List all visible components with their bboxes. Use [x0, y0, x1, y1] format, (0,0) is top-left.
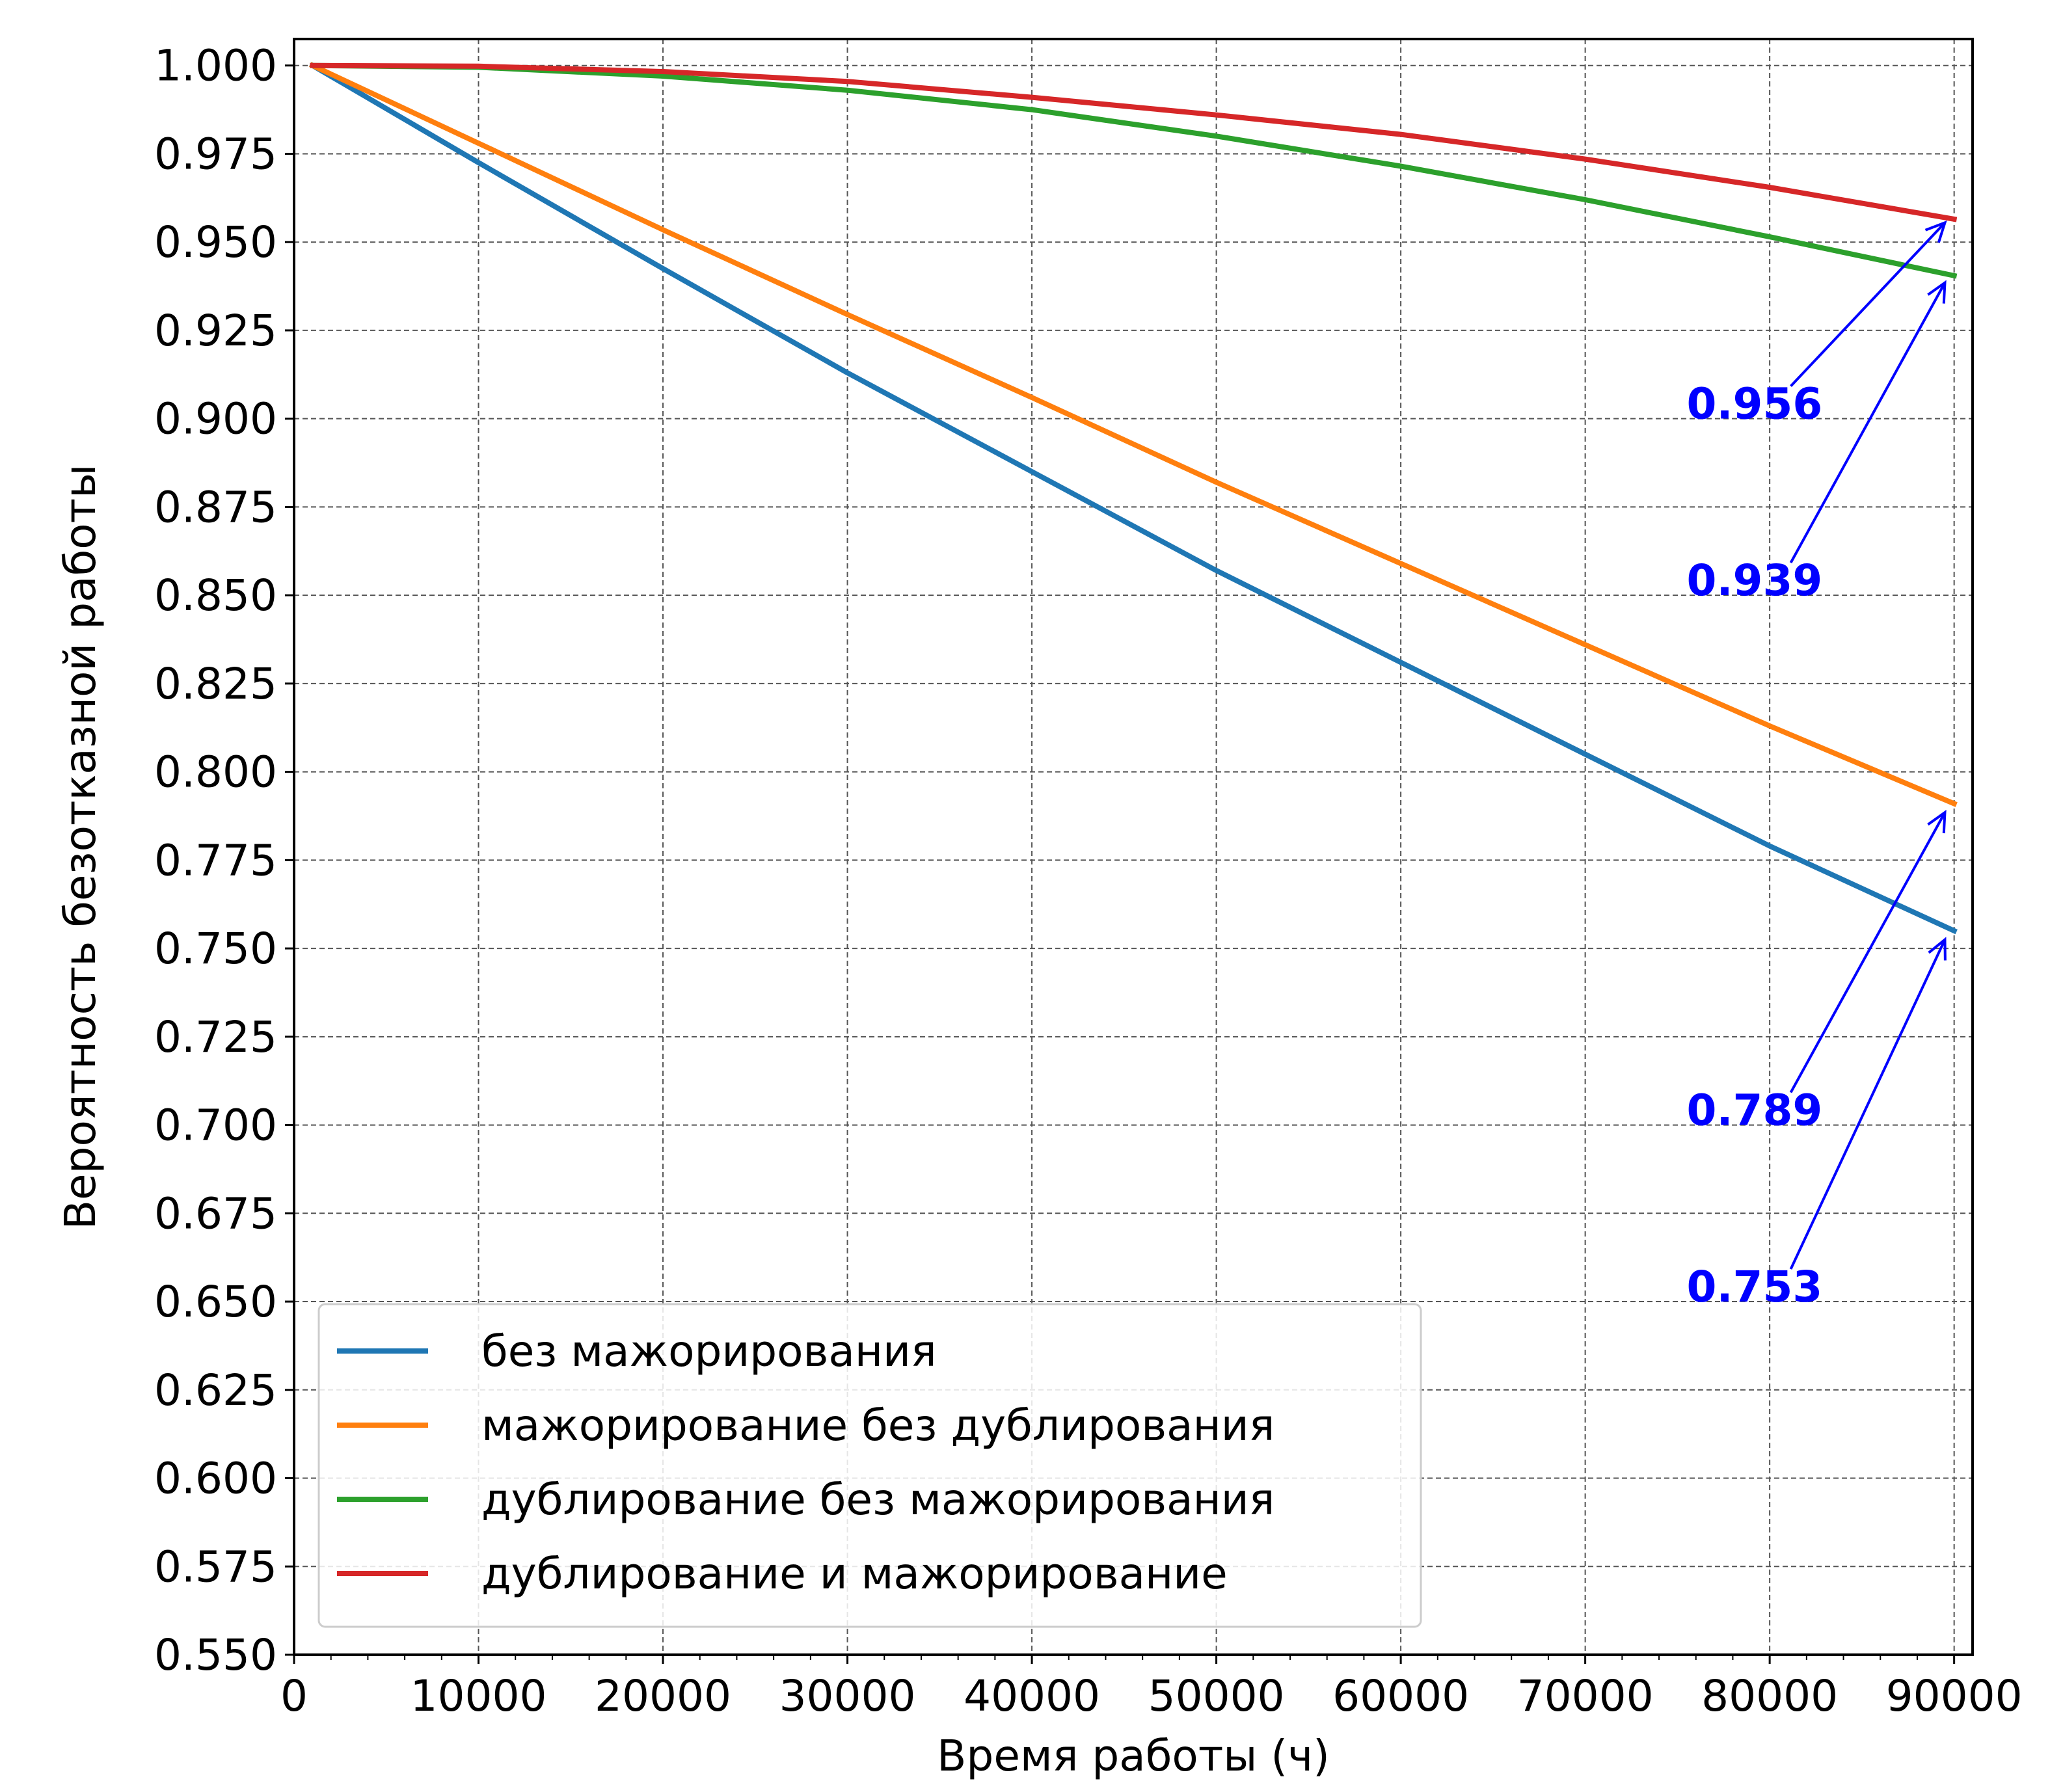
- annotation-label: 0.753: [1687, 1262, 1823, 1312]
- x-tick-label: 90000: [1886, 1671, 2023, 1721]
- legend-label: мажорирование без дублирования: [481, 1400, 1275, 1451]
- x-tick-label: 50000: [1148, 1671, 1285, 1721]
- annotation-arrowhead: [1924, 220, 1947, 243]
- plot-frame: [293, 38, 1974, 1656]
- y-tick-label: 0.825: [154, 659, 277, 709]
- axis-ticks: 0 10000 20000 30000 40000 50000 60000 70000 8000…: [154, 41, 2023, 1721]
- x-tick-label: 60000: [1332, 1671, 1469, 1721]
- y-tick-label: 0.650: [154, 1277, 277, 1327]
- annotation-arrowhead: [1927, 280, 1947, 304]
- y-tick-label: 0.550: [154, 1630, 277, 1680]
- y-tick-label: 0.800: [154, 747, 277, 797]
- x-tick-label: 30000: [779, 1671, 916, 1721]
- y-tick-label: 0.575: [154, 1542, 277, 1592]
- y-tick-label: 1.000: [154, 41, 277, 91]
- annotation-arrow: [1789, 812, 1947, 1093]
- y-tick-label: 0.625: [154, 1365, 277, 1415]
- y-tick-label: 0.875: [154, 482, 277, 532]
- y-tick-label: 0.925: [154, 306, 277, 356]
- annotation-arrow: [1790, 221, 1946, 388]
- x-tick-label: 10000: [411, 1671, 547, 1721]
- y-tick-label: 0.950: [154, 217, 277, 267]
- y-tick-label: 0.600: [154, 1454, 277, 1504]
- legend-label: дублирование и мажорирование: [481, 1549, 1228, 1599]
- annotation-label: 0.789: [1687, 1086, 1823, 1136]
- series-line: [310, 62, 1958, 222]
- series-line: [308, 62, 1958, 935]
- x-tick-label: 0: [280, 1671, 308, 1721]
- series-line: [310, 62, 1958, 279]
- annotation-arrow: [1789, 939, 1947, 1270]
- y-tick-label: 0.700: [154, 1101, 277, 1151]
- y-tick-label: 0.975: [154, 129, 277, 179]
- legend-label: дублирование без мажорирования: [481, 1475, 1275, 1525]
- annotations: 0.956 0.939 0.789 0.753: [1687, 220, 1947, 1312]
- series-line: [309, 62, 1958, 807]
- legend-box: [317, 1303, 1422, 1628]
- y-axis-label: Вероятность безотказной работы: [55, 464, 105, 1229]
- y-tick-label: 0.750: [154, 924, 277, 974]
- x-tick-label: 40000: [964, 1671, 1100, 1721]
- y-tick-label: 0.850: [154, 570, 277, 621]
- series-lines: [308, 62, 1958, 935]
- annotation-arrowhead: [1928, 937, 1947, 961]
- annotation-arrow: [1789, 282, 1947, 564]
- annotation-label: 0.956: [1687, 379, 1823, 429]
- y-tick-label: 0.725: [154, 1012, 277, 1062]
- legend-label: без мажорирования: [481, 1326, 937, 1376]
- x-tick-label: 80000: [1701, 1671, 1838, 1721]
- x-tick-label: 70000: [1517, 1671, 1654, 1721]
- y-tick-label: 0.775: [154, 835, 277, 885]
- x-tick-label: 20000: [595, 1671, 731, 1721]
- legend: без мажорирования мажорирование без дубли…: [317, 1303, 1422, 1628]
- annotation-arrowhead: [1927, 810, 1947, 834]
- annotation-label: 0.939: [1687, 555, 1823, 606]
- x-axis-label: Время работы (ч): [937, 1731, 1330, 1781]
- y-tick-label: 0.675: [154, 1188, 277, 1238]
- y-tick-label: 0.900: [154, 394, 277, 444]
